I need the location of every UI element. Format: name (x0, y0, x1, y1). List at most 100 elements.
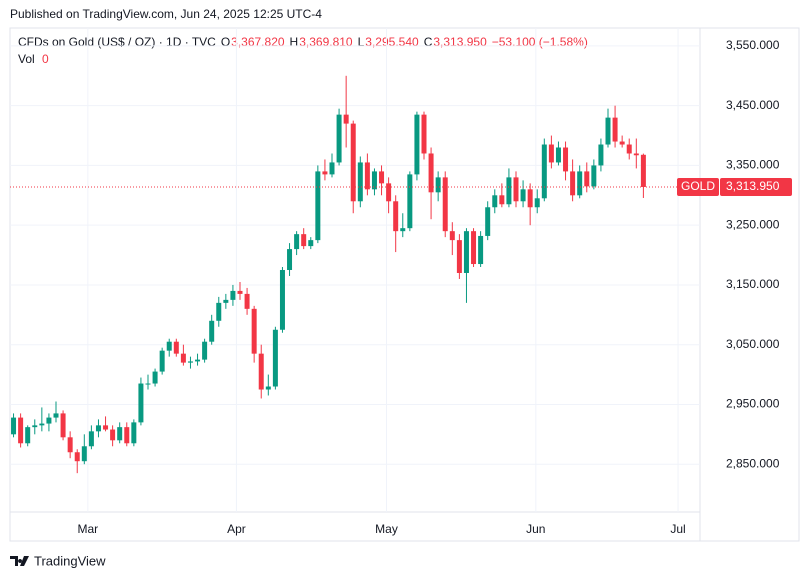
candle-body (343, 114, 349, 124)
candle-body (117, 427, 123, 441)
candle-body (272, 329, 278, 387)
candle-body (131, 422, 137, 444)
x-tick-label: May (375, 522, 398, 536)
price-tag-name-bg (677, 177, 719, 196)
candle-body (95, 425, 101, 432)
candle-body (336, 114, 342, 163)
legend-legend.h: 3,369.810 (299, 35, 353, 49)
candle-body (520, 189, 526, 202)
candle-body (357, 162, 363, 202)
brand-logo (10, 556, 29, 566)
candle-body (478, 235, 484, 265)
candle-body (548, 144, 554, 163)
vol-label: Vol (18, 52, 35, 66)
candle-body (294, 234, 300, 250)
legend-legend.o: 3,367.820 (231, 35, 285, 49)
candle-body (138, 383, 144, 423)
candle-body (414, 114, 420, 175)
candle-body (88, 431, 94, 447)
candle-body (81, 446, 87, 462)
candle-body (492, 195, 498, 208)
candle-body (53, 413, 59, 418)
candle-body (244, 293, 250, 309)
legend-legend.l: 3,295.540 (365, 35, 419, 49)
legend-legend.l-label: L (358, 35, 365, 49)
candle-body (32, 425, 38, 428)
candle-body (633, 153, 639, 156)
legend-legend.o-label: O (221, 35, 230, 49)
candle-body (591, 165, 597, 187)
candle-body (364, 162, 370, 190)
candle-body (279, 270, 285, 330)
candle-body (463, 231, 469, 273)
candle-body (527, 189, 533, 208)
candle-body (74, 452, 80, 462)
candle-body (626, 144, 632, 154)
price-tag-bg (720, 177, 792, 196)
candle-body (159, 350, 165, 372)
candle-body (435, 177, 441, 193)
candle-body (456, 240, 462, 273)
candle-body (39, 423, 45, 426)
y-tick-label: 3,150.000 (726, 277, 780, 291)
candle-body (230, 290, 236, 300)
candle-body (67, 437, 73, 453)
candle-body (605, 117, 611, 145)
candle-body (223, 299, 229, 303)
x-tick-label: Jun (526, 522, 545, 536)
candle-body (428, 153, 434, 193)
y-tick-label: 2,850.000 (726, 456, 780, 470)
candle-body (237, 290, 243, 294)
candle-body (506, 177, 512, 205)
y-tick-label: 3,350.000 (726, 158, 780, 172)
candle-body (449, 231, 455, 241)
candle-body (379, 171, 385, 184)
brand: TradingView (10, 553, 106, 568)
candle-body (563, 147, 569, 172)
candle-body (541, 144, 547, 199)
published: Published on TradingView.com, Jun 24, 20… (10, 7, 322, 21)
candle-body (584, 171, 590, 187)
x-tick-label: Jul (670, 522, 685, 536)
candle-body (407, 174, 413, 229)
candle-body (25, 427, 31, 444)
candle-body (18, 417, 24, 444)
candle-body (287, 249, 293, 270)
candle-body (110, 429, 116, 441)
legend-legend.c: 3,313.950 (433, 35, 487, 49)
legend: CFDs on Gold (US$ / OZ) · 1D · TVC O 3,367… (18, 35, 588, 49)
candle-body (499, 195, 505, 205)
candle-body (180, 353, 186, 363)
candle-body (619, 141, 625, 145)
candle-body (187, 361, 193, 363)
y-tick-label: 2,950.000 (726, 397, 780, 411)
candle-body (301, 234, 307, 247)
candle-body (46, 417, 52, 424)
candle-body (216, 302, 222, 321)
candle-body (570, 171, 576, 196)
candle-body (350, 123, 356, 202)
candle-body (640, 154, 646, 187)
candle-body (485, 207, 491, 236)
y-tick-label: 3,250.000 (726, 217, 780, 231)
candle-body (202, 341, 208, 360)
legend-symbol: CFDs on Gold (US$ / OZ) · 1D · TVC (18, 35, 216, 49)
candle-body (612, 117, 618, 142)
candle-body (322, 171, 328, 175)
candle-body (386, 183, 392, 202)
candle-body (173, 341, 179, 354)
candle-body (315, 171, 321, 241)
candle-body (577, 171, 583, 196)
price-tag-name: GOLD (681, 179, 715, 193)
candle-body (166, 341, 172, 351)
candle-body (442, 177, 448, 232)
candle-body (471, 231, 477, 265)
candle-body (251, 308, 257, 354)
candle-body (598, 144, 604, 166)
candle-body (209, 320, 215, 342)
candle-body (145, 383, 151, 385)
candle-body (152, 371, 158, 384)
legend-legend.c-label: C (424, 35, 433, 49)
candle-body (60, 413, 66, 438)
